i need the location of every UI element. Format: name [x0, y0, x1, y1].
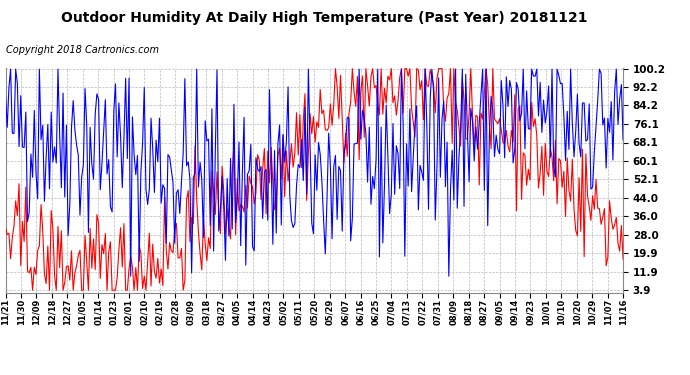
Text: Copyright 2018 Cartronics.com: Copyright 2018 Cartronics.com [6, 45, 159, 55]
Text: Outdoor Humidity At Daily High Temperature (Past Year) 20181121: Outdoor Humidity At Daily High Temperatu… [61, 11, 588, 25]
